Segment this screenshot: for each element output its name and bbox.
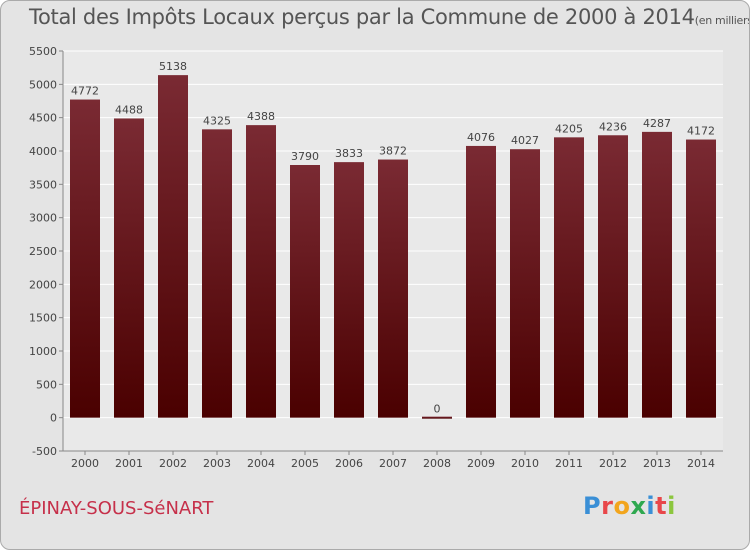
x-tick-label: 2008 (423, 457, 451, 470)
bar (510, 149, 540, 418)
y-tick-label: 4000 (29, 145, 57, 158)
bar (158, 75, 188, 418)
x-tick-label: 2013 (643, 457, 671, 470)
y-tick-label: 1500 (29, 312, 57, 325)
bar (686, 139, 716, 418)
bar (554, 137, 584, 418)
x-tick-label: 2001 (115, 457, 143, 470)
bar (290, 165, 320, 418)
x-tick-label: 2014 (687, 457, 715, 470)
bar (202, 129, 232, 418)
logo-letter: x (630, 492, 647, 520)
y-tick-label: 3000 (29, 212, 57, 225)
value-label: 4172 (687, 125, 715, 138)
x-tick-label: 2005 (291, 457, 319, 470)
logo-letter: i (646, 492, 656, 520)
proxiti-logo: Proxiti (583, 492, 676, 520)
y-tick-label: 500 (36, 378, 57, 391)
value-label: 3833 (335, 147, 363, 160)
value-label: 5138 (159, 60, 187, 73)
y-tick-label: 2000 (29, 278, 57, 291)
logo-letter: r (601, 492, 614, 520)
bar (466, 145, 496, 418)
value-label: 3790 (291, 150, 319, 163)
value-label: 3872 (379, 145, 407, 158)
bar (598, 135, 628, 418)
value-label: 4325 (203, 114, 231, 127)
bar (422, 416, 452, 419)
x-tick-label: 2009 (467, 457, 495, 470)
value-label: 4205 (555, 122, 583, 135)
chart-title: Total des Impôts Locaux perçus par la Co… (29, 5, 750, 29)
x-tick-label: 2003 (203, 457, 231, 470)
y-tick-label: 1000 (29, 345, 57, 358)
x-tick-label: 2011 (555, 457, 583, 470)
y-tick-label: 5000 (29, 78, 57, 91)
bar (642, 131, 672, 418)
value-label: 4287 (643, 117, 671, 130)
y-tick-label: 0 (50, 412, 57, 425)
y-tick-label: 5500 (29, 45, 57, 58)
logo-letter: t (655, 492, 668, 520)
bar (378, 159, 408, 418)
x-tick-label: 2000 (71, 457, 99, 470)
commune-name: ÉPINAY-SOUS-SéNART (19, 498, 214, 519)
y-tick-label: -500 (32, 445, 57, 458)
bar (114, 118, 144, 418)
y-tick-label: 3500 (29, 178, 57, 191)
bar (246, 125, 276, 418)
chart-unit: (en milliers d'€) (694, 14, 750, 27)
x-tick-label: 2012 (599, 457, 627, 470)
value-label: 0 (434, 403, 441, 416)
value-label: 4772 (71, 85, 99, 98)
x-tick-label: 2002 (159, 457, 187, 470)
value-label: 4076 (467, 131, 495, 144)
x-tick-label: 2004 (247, 457, 275, 470)
x-tick-label: 2006 (335, 457, 363, 470)
y-tick-label: 2500 (29, 245, 57, 258)
x-tick-label: 2010 (511, 457, 539, 470)
logo-letter: i (667, 492, 676, 520)
value-label: 4488 (115, 103, 143, 116)
y-tick-label: 4500 (29, 112, 57, 125)
value-label: 4236 (599, 120, 627, 133)
bar (334, 162, 364, 418)
bar (70, 99, 100, 418)
logo-letter: o (613, 492, 631, 520)
chart-title-text: Total des Impôts Locaux perçus par la Co… (29, 5, 695, 29)
value-label: 4388 (247, 110, 275, 123)
value-label: 4027 (511, 134, 539, 147)
x-tick-label: 2007 (379, 457, 407, 470)
logo-letter: P (583, 492, 602, 520)
